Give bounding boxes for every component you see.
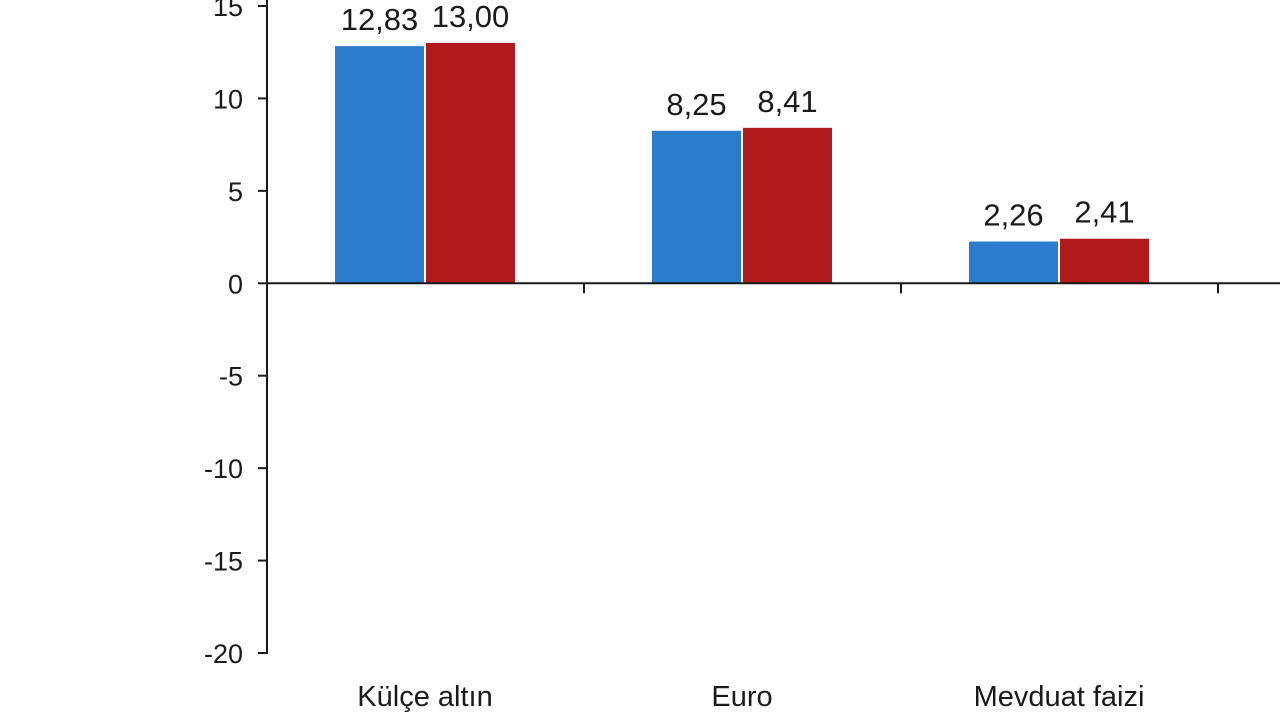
bar — [1060, 238, 1149, 284]
data-label: 13,00 — [432, 0, 510, 34]
category-label: Külçe altın — [357, 681, 492, 713]
data-label: 12,83 — [341, 2, 419, 37]
bar — [743, 127, 832, 284]
y-tick-label: -20 — [204, 639, 243, 669]
bar — [426, 42, 515, 284]
bars-layer — [335, 42, 1149, 284]
y-tick-label: 5 — [228, 177, 243, 207]
category-label: Mevduat faizi — [974, 681, 1145, 713]
y-tick-label: 10 — [213, 84, 243, 114]
data-label: 8,25 — [666, 87, 726, 122]
bar — [335, 46, 424, 284]
y-tick-label: 0 — [228, 269, 243, 299]
data-label: 2,26 — [983, 198, 1043, 233]
category-label: Euro — [711, 681, 772, 713]
y-tick-label: 15 — [213, 0, 243, 22]
data-label: 8,41 — [757, 84, 817, 119]
y-tick-label: -15 — [204, 547, 243, 577]
y-tick-label: -5 — [219, 362, 243, 392]
data-label: 2,41 — [1074, 195, 1134, 230]
y-tick-label: -10 — [204, 454, 243, 484]
bar — [969, 241, 1058, 284]
axes-layer — [258, 0, 1280, 654]
bar — [652, 130, 741, 284]
labels-layer: 15 10 5 0 -5 -10 -15 -20 12,83 13,00 Külçe altın 8,… — [204, 0, 1145, 713]
